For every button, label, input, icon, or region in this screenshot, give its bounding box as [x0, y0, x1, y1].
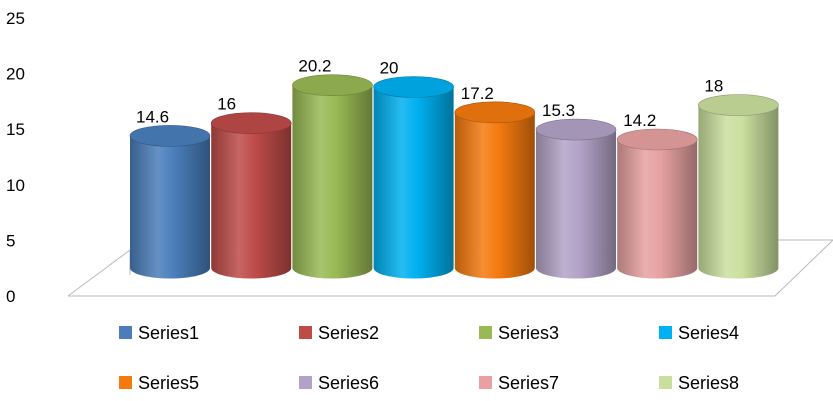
- legend-label: Series7: [498, 373, 559, 393]
- data-label: 15.3: [542, 101, 575, 120]
- legend-swatch: [479, 326, 492, 339]
- y-tick-label: 25: [6, 9, 25, 28]
- data-label: 20: [380, 59, 399, 78]
- y-tick-label: 0: [6, 287, 15, 306]
- legend-item: Series8: [659, 373, 739, 393]
- legend-label: Series6: [318, 373, 379, 393]
- bar-series8: [698, 94, 779, 279]
- bar-series3: [292, 74, 373, 279]
- cylinder-top: [454, 101, 536, 124]
- legend-swatch: [659, 326, 672, 339]
- cylinder-body: [454, 112, 535, 279]
- legend-label: Series3: [498, 323, 559, 343]
- cylinder-body: [292, 85, 373, 279]
- legend-item: Series4: [659, 323, 739, 343]
- cylinder-top: [698, 94, 779, 116]
- cylinder-body: [698, 105, 779, 279]
- legend-item: Series6: [299, 373, 379, 393]
- data-label: 20.2: [298, 57, 331, 76]
- data-label: 14.2: [623, 111, 656, 130]
- legend-item: Series7: [479, 373, 559, 393]
- cylinder-top: [373, 76, 454, 98]
- legend-swatch: [119, 376, 132, 389]
- y-tick-label: 20: [6, 65, 25, 84]
- cylinder-top: [129, 125, 211, 147]
- legend-label: Series1: [138, 323, 199, 343]
- cylinder-top: [535, 118, 617, 141]
- bar-series1: [129, 125, 211, 279]
- legend-label: Series8: [678, 373, 739, 393]
- legend-swatch: [299, 376, 312, 389]
- y-tick-label: 15: [6, 120, 25, 139]
- legend-label: Series4: [678, 323, 739, 343]
- data-label: 16: [217, 95, 236, 114]
- bar-series4: [373, 76, 454, 279]
- data-label: 17.2: [461, 84, 494, 103]
- y-tick-label: 5: [6, 231, 15, 250]
- bar-series6: [535, 118, 617, 279]
- bar-series7: [616, 128, 698, 279]
- data-labels: 14.6 16 20.2 20 17.2 15.3 14.2 18: [136, 57, 723, 130]
- legend-swatch: [299, 326, 312, 339]
- cylinder-body: [130, 135, 210, 279]
- y-axis: 0 5 10 15 20 25: [6, 9, 25, 306]
- floor-back-left-edge: [67, 249, 131, 297]
- legend-swatch: [119, 326, 132, 339]
- cylinder-body: [536, 129, 616, 279]
- legend-swatch: [479, 376, 492, 389]
- legend-item: Series5: [119, 373, 199, 393]
- cylinder-top: [616, 128, 698, 151]
- bar-series2: [210, 112, 292, 279]
- legend-label: Series2: [318, 323, 379, 343]
- legend-label: Series5: [138, 373, 199, 393]
- legend-item: Series1: [119, 323, 199, 343]
- cylinder-body: [373, 87, 454, 279]
- cylinder-top: [210, 112, 292, 134]
- cylinder-body: [211, 123, 292, 279]
- legend-item: Series2: [299, 323, 379, 343]
- bar-series5: [454, 101, 536, 279]
- cylinder-top: [292, 74, 373, 96]
- data-label: 14.6: [136, 107, 169, 126]
- y-tick-label: 10: [6, 176, 25, 195]
- bars: [129, 74, 779, 279]
- legend-item: Series3: [479, 323, 559, 343]
- data-label: 18: [704, 77, 723, 96]
- floor-outline: [68, 239, 833, 297]
- legend: Series1 Series2 Series3 Series4 Series5 Serie…: [119, 323, 739, 393]
- legend-swatch: [659, 376, 672, 389]
- cylinder-body: [617, 139, 698, 279]
